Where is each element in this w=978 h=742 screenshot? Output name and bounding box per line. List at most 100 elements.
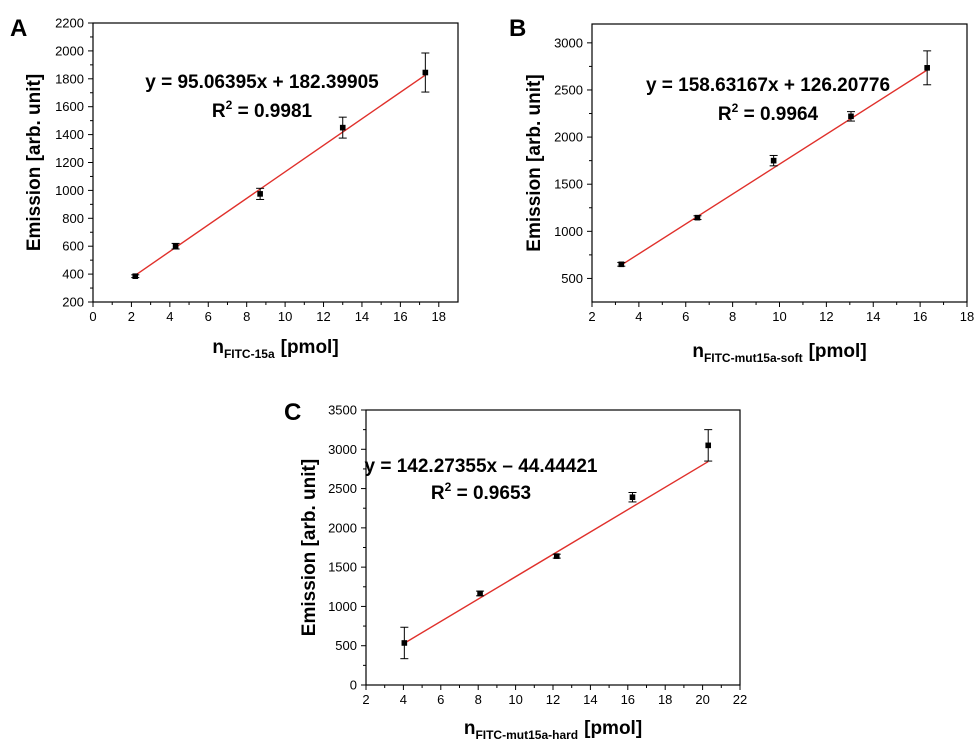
y-axis-label: Emission [arb. unit] <box>524 74 545 251</box>
y-tick-label: 500 <box>561 271 583 286</box>
data-point <box>401 640 408 646</box>
r-squared-superscript: 2 <box>445 480 452 494</box>
data-point <box>705 442 712 449</box>
y-tick-label: 1200 <box>55 155 84 170</box>
r-squared: R2 = 0.9964 <box>718 101 819 125</box>
y-tick-label: 2000 <box>55 43 84 58</box>
panel-letter: A <box>10 15 27 42</box>
data-point <box>618 261 625 268</box>
r-squared-superscript: 2 <box>226 98 233 112</box>
data-point <box>422 69 429 76</box>
chart-panel-c: C 2 4 6 8 10 12 14 16 18 20 22 0 500 1000 1500 2000 2500 3… <box>284 399 747 742</box>
x-tick-label: 4 <box>635 309 642 324</box>
x-axis-label-subscript: FITC-mut15a-hard <box>475 728 578 742</box>
x-tick-label: 4 <box>166 309 173 324</box>
r-squared-symbol: R <box>212 101 226 122</box>
chart-panel-a: A 0 2 4 6 8 10 12 14 16 18 200 400 600 800 1000 1200 1400… <box>10 15 459 361</box>
fit-equation: y = 158.63167x + 126.20776 <box>646 75 890 96</box>
fit-line <box>134 74 426 276</box>
x-tick-label: 16 <box>621 692 635 707</box>
x-tick-label: 14 <box>583 692 597 707</box>
y-tick-label: 2500 <box>328 481 357 496</box>
x-tick-label: 18 <box>432 309 446 324</box>
y-tick-label: 1800 <box>55 71 84 86</box>
x-axis-label-unit: [pmol] <box>584 718 642 739</box>
data-point <box>629 494 636 501</box>
r-squared-value: = 0.9964 <box>738 104 818 125</box>
data-point <box>553 553 560 559</box>
fit-line <box>403 460 709 644</box>
y-tick-label: 1000 <box>328 599 357 614</box>
y-tick-label: 3500 <box>328 403 357 418</box>
fit-line <box>620 69 928 266</box>
data-point <box>924 65 930 71</box>
x-tick-label: 14 <box>866 309 880 324</box>
data-point <box>132 273 139 279</box>
x-tick-label: 18 <box>658 692 672 707</box>
fit-equation: y = 142.27355x – 44.44421 <box>365 456 598 477</box>
x-tick-label: 2 <box>128 309 135 324</box>
y-tick-label: 1400 <box>55 127 84 142</box>
r-squared-symbol: R <box>718 104 732 125</box>
r-squared-symbol: R <box>431 483 445 504</box>
data-point <box>694 214 701 221</box>
x-axis-label-subscript: FITC-15a <box>224 347 275 361</box>
y-tick-label: 0 <box>350 678 357 693</box>
y-tick-label: 200 <box>62 295 84 310</box>
x-tick-label: 2 <box>588 309 595 324</box>
x-axis-label-unit: [pmol] <box>809 341 867 362</box>
y-tick-label: 2500 <box>554 82 583 97</box>
x-tick-label: 18 <box>960 309 974 324</box>
x-tick-label: 16 <box>913 309 927 324</box>
x-axis-label: nFITC-15a [pmol] <box>212 337 338 361</box>
y-tick-label: 1600 <box>55 99 84 114</box>
x-tick-label: 12 <box>819 309 833 324</box>
x-tick-label: 4 <box>400 692 407 707</box>
x-tick-label: 12 <box>546 692 560 707</box>
x-axis-label-symbol: n <box>212 337 224 358</box>
x-tick-label: 8 <box>243 309 250 324</box>
x-tick-label: 14 <box>355 309 369 324</box>
plot-frame <box>92 22 459 303</box>
data-point <box>339 124 346 131</box>
x-tick-label: 10 <box>278 309 292 324</box>
r-squared-superscript: 2 <box>732 101 739 115</box>
data-point <box>172 243 179 249</box>
x-tick-label: 20 <box>695 692 709 707</box>
r-squared: R2 = 0.9981 <box>212 98 313 122</box>
data-point <box>770 157 777 164</box>
x-tick-label: 16 <box>393 309 407 324</box>
x-tick-label: 6 <box>437 692 444 707</box>
x-tick-label: 10 <box>772 309 786 324</box>
chart-panel-b: B 2 4 6 8 10 12 14 16 18 500 1000 1500 2000 2500 3000 y … <box>509 15 974 365</box>
x-tick-label: 8 <box>729 309 736 324</box>
fit-equation: y = 95.06395x + 182.39905 <box>145 72 379 93</box>
y-tick-label: 2200 <box>55 16 84 31</box>
y-axis-label: Emission [arb. unit] <box>24 74 45 251</box>
x-tick-label: 2 <box>362 692 369 707</box>
data-point <box>477 590 483 597</box>
x-axis-label-unit: [pmol] <box>281 337 339 358</box>
x-tick-label: 6 <box>205 309 212 324</box>
y-tick-label: 1500 <box>328 560 357 575</box>
x-tick-label: 6 <box>682 309 689 324</box>
r-squared: R2 = 0.9653 <box>431 480 531 504</box>
x-tick-label: 8 <box>475 692 482 707</box>
y-tick-label: 600 <box>62 239 84 254</box>
y-tick-label: 800 <box>62 211 84 226</box>
y-tick-label: 1000 <box>55 183 84 198</box>
y-tick-label: 400 <box>62 267 84 282</box>
data-point <box>257 191 263 197</box>
panel-letter: B <box>509 15 526 42</box>
panel-letter: C <box>284 399 301 426</box>
plot-frame <box>591 23 968 303</box>
x-axis-label-subscript: FITC-mut15a-soft <box>704 351 803 365</box>
y-tick-label: 2000 <box>328 520 357 535</box>
x-axis-label-symbol: n <box>464 718 476 739</box>
y-tick-label: 3000 <box>554 35 583 50</box>
y-tick-label: 3000 <box>328 442 357 457</box>
plot-frame <box>365 409 741 686</box>
data-point <box>848 113 854 120</box>
x-axis-label-symbol: n <box>692 341 704 362</box>
